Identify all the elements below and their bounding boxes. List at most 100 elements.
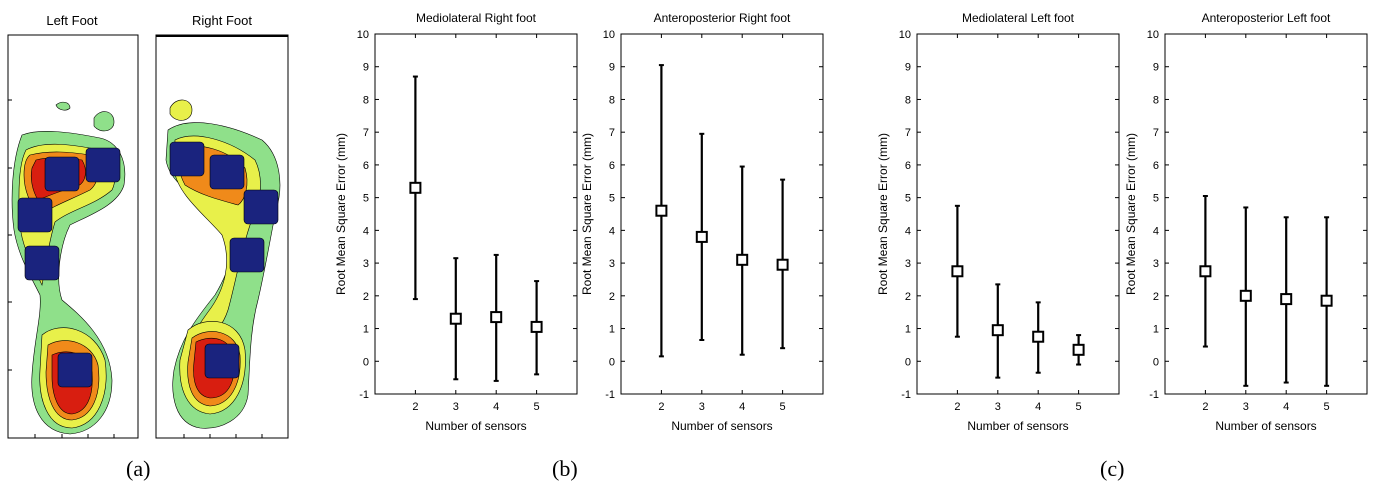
right-sensor xyxy=(209,154,245,190)
y-tick-label: 4 xyxy=(363,225,369,237)
y-tick-label: 7 xyxy=(609,127,615,139)
left-sensor xyxy=(24,245,60,281)
data-point-marker xyxy=(1199,265,1212,278)
data-point-marker xyxy=(695,230,708,243)
chart-title: Mediolateral Right foot xyxy=(416,11,537,25)
y-axis-label: Root Mean Square Error (mm) xyxy=(580,133,594,295)
y-tick-label: 1 xyxy=(905,324,911,336)
chart-2: Anteroposterior Right foot Number of sens… xyxy=(580,11,824,433)
y-tick-label: 5 xyxy=(905,193,911,205)
x-tick-label: 3 xyxy=(699,401,705,413)
y-tick-label: 10 xyxy=(357,29,369,41)
left-foot-title: Left Foot xyxy=(46,13,98,28)
x-axis-label: Number of sensors xyxy=(967,419,1068,433)
y-tick-label: 0 xyxy=(905,356,911,368)
x-tick-label: 2 xyxy=(954,401,960,413)
y-tick-label: 4 xyxy=(905,225,911,237)
plot-frame xyxy=(1164,33,1368,395)
y-tick-label: 10 xyxy=(603,29,615,41)
chart-1: Mediolateral Right foot Number of sensors… xyxy=(334,11,578,433)
x-axis-label: Number of sensors xyxy=(671,419,772,433)
x-tick-label: 2 xyxy=(412,401,418,413)
y-tick-label: 8 xyxy=(609,94,615,106)
panel-label-c: (c) xyxy=(1100,456,1125,481)
y-tick-label: -1 xyxy=(1149,389,1159,401)
panel-label-a: (a) xyxy=(126,456,151,481)
left-toe-blob-2 xyxy=(55,101,71,111)
panel-label-b: (b) xyxy=(552,456,578,481)
y-tick-label: 5 xyxy=(609,193,615,205)
y-tick-label: 8 xyxy=(363,94,369,106)
y-tick-label: 7 xyxy=(1153,127,1159,139)
right-sensor xyxy=(204,343,240,379)
data-point-marker xyxy=(530,320,543,333)
x-tick-label: 2 xyxy=(658,401,664,413)
x-tick-label: 3 xyxy=(1243,401,1249,413)
right-foot-title: Right Foot xyxy=(192,13,252,28)
y-tick-label: 6 xyxy=(905,160,911,172)
chart-title: Anteroposterior Left foot xyxy=(1202,11,1331,25)
data-point-marker xyxy=(991,324,1004,337)
y-tick-label: -1 xyxy=(605,389,615,401)
y-tick-label: 7 xyxy=(905,127,911,139)
y-tick-label: 2 xyxy=(363,291,369,303)
y-tick-label: 6 xyxy=(609,160,615,172)
data-point-marker xyxy=(1239,289,1252,302)
y-tick-label: 5 xyxy=(363,193,369,205)
left-sensor xyxy=(57,352,93,388)
data-point-marker xyxy=(1032,330,1045,343)
data-point-marker xyxy=(1072,343,1085,356)
chart-title: Anteroposterior Right foot xyxy=(654,11,791,25)
data-point-marker xyxy=(736,253,749,266)
x-tick-label: 3 xyxy=(453,401,459,413)
y-tick-label: 9 xyxy=(1153,62,1159,74)
y-tick-label: 10 xyxy=(1147,29,1159,41)
right-foot-map: Right Foot xyxy=(155,13,289,439)
y-tick-label: 4 xyxy=(1153,225,1159,237)
y-axis-label: Root Mean Square Error (mm) xyxy=(1124,133,1138,295)
left-sensor xyxy=(17,197,53,233)
data-point-marker xyxy=(776,258,789,271)
y-tick-label: 7 xyxy=(363,127,369,139)
x-tick-label: 5 xyxy=(780,401,786,413)
y-tick-label: 2 xyxy=(905,291,911,303)
data-point-marker xyxy=(1280,293,1293,306)
data-point-marker xyxy=(490,311,503,324)
right-sensor xyxy=(243,189,279,225)
right-sensor xyxy=(169,141,205,177)
chart-3: Mediolateral Left foot Number of sensors R… xyxy=(876,11,1120,433)
y-tick-label: -1 xyxy=(359,389,369,401)
y-tick-label: 8 xyxy=(905,94,911,106)
x-axis-label: Number of sensors xyxy=(1215,419,1316,433)
y-tick-label: 10 xyxy=(899,29,911,41)
x-tick-label: 4 xyxy=(1035,401,1041,413)
y-tick-label: 2 xyxy=(609,291,615,303)
x-tick-label: 4 xyxy=(493,401,499,413)
y-tick-label: 6 xyxy=(363,160,369,172)
y-tick-label: 2 xyxy=(1153,291,1159,303)
right-sensor xyxy=(229,237,265,273)
error-bar-charts: Mediolateral Right foot Number of sensors… xyxy=(334,11,1368,433)
y-axis-label: Root Mean Square Error (mm) xyxy=(876,133,890,295)
data-point-marker xyxy=(951,265,964,278)
data-point-marker xyxy=(449,312,462,325)
y-tick-label: 1 xyxy=(609,324,615,336)
y-tick-label: 9 xyxy=(609,62,615,74)
y-tick-label: 3 xyxy=(609,258,615,270)
y-tick-label: 9 xyxy=(363,62,369,74)
right-foot-ticks xyxy=(183,434,263,438)
data-point-marker xyxy=(409,181,422,194)
y-tick-label: 3 xyxy=(363,258,369,270)
x-axis-label: Number of sensors xyxy=(425,419,526,433)
data-point-marker xyxy=(1320,294,1333,307)
x-tick-label: 5 xyxy=(1324,401,1330,413)
y-tick-label: 1 xyxy=(1153,324,1159,336)
x-tick-label: 4 xyxy=(739,401,745,413)
y-tick-label: -1 xyxy=(901,389,911,401)
y-tick-label: 9 xyxy=(905,62,911,74)
y-tick-label: 0 xyxy=(609,356,615,368)
left-foot-map: Left Foot xyxy=(7,13,139,439)
plot-frame xyxy=(374,33,578,395)
x-tick-label: 3 xyxy=(995,401,1001,413)
